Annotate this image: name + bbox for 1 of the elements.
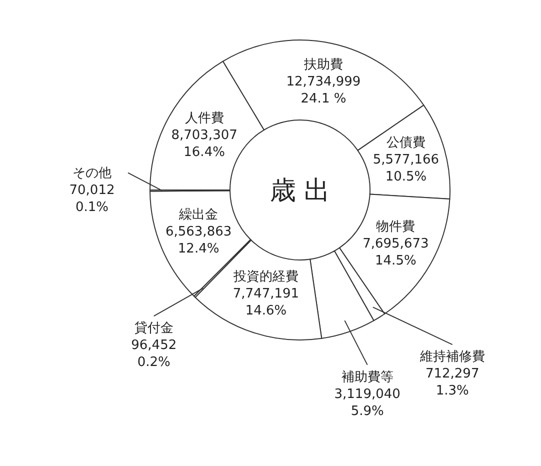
title: 歳 出 [270, 176, 330, 206]
